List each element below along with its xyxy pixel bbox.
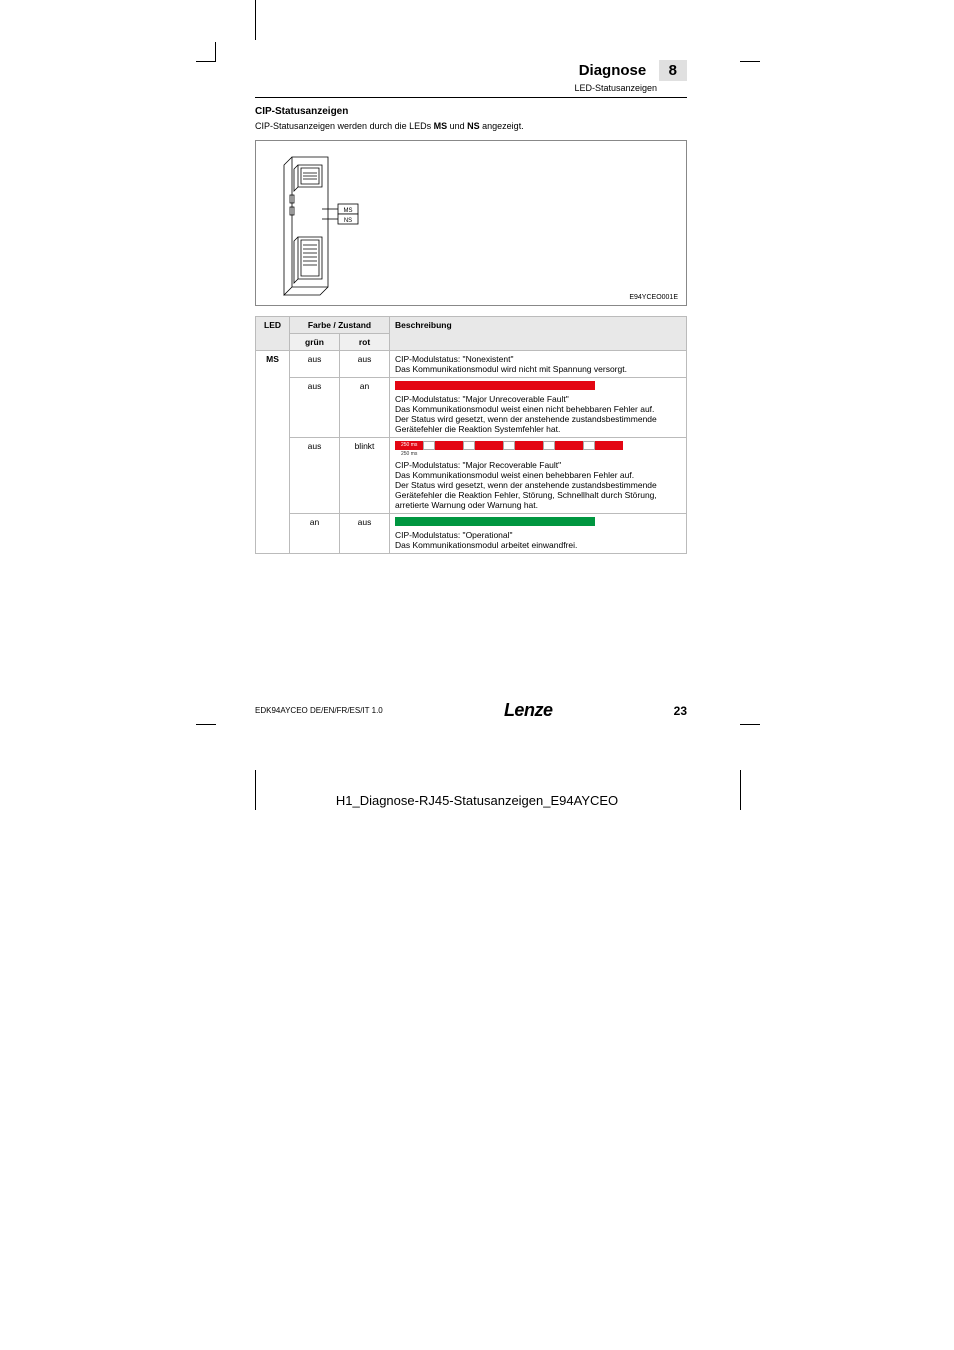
td-rot: aus xyxy=(340,351,390,378)
section-body-pre: CIP-Statusanzeigen werden durch die LEDs xyxy=(255,121,434,131)
th-beschreibung: Beschreibung xyxy=(390,317,687,351)
section-title: CIP-Statusanzeigen xyxy=(255,106,687,117)
td-rot: aus xyxy=(340,514,390,554)
header-subtitle: LED-Statusanzeigen xyxy=(255,83,657,93)
page-header: Diagnose 8 LED-Statusanzeigen xyxy=(255,60,687,98)
section-body-b1: MS xyxy=(434,121,448,131)
header-chapter-number: 8 xyxy=(659,60,687,81)
led-bar-solid xyxy=(395,517,595,526)
th-farbe: Farbe / Zustand xyxy=(290,317,390,334)
page-content: Diagnose 8 LED-Statusanzeigen CIP-Status… xyxy=(255,60,687,554)
header-rule xyxy=(255,97,687,98)
module-diagram: MS NS E94YCEO001E xyxy=(255,140,687,306)
diagram-label-ms: MS xyxy=(344,208,353,214)
footer-brand: Lenze xyxy=(504,700,553,721)
crop-mark-tl xyxy=(196,42,216,62)
footer-page-number: 23 xyxy=(674,704,687,718)
td-description: CIP-Modulstatus: "Major Unrecoverable Fa… xyxy=(390,378,687,438)
td-description: 250 ms250 msCIP-Modulstatus: "Major Reco… xyxy=(390,438,687,514)
table-row: MSausausCIP-Modulstatus: "Nonexistent" D… xyxy=(256,351,687,378)
table-row: anausCIP-Modulstatus: "Operational" Das … xyxy=(256,514,687,554)
image-caption: H1_Diagnose-RJ45-Statusanzeigen_E94AYCEO xyxy=(0,793,954,808)
td-gruen: aus xyxy=(290,378,340,438)
th-gruen: grün xyxy=(290,334,340,351)
page-footer: EDK94AYCEO DE/EN/FR/ES/IT 1.0 Lenze 23 xyxy=(255,700,687,721)
td-description-text: CIP-Modulstatus: "Operational" Das Kommu… xyxy=(395,530,681,550)
td-rot: blinkt xyxy=(340,438,390,514)
crop-mark-tr xyxy=(740,42,760,62)
td-gruen: an xyxy=(290,514,340,554)
th-rot: rot xyxy=(340,334,390,351)
header-title: Diagnose xyxy=(579,62,647,79)
table-row: ausanCIP-Modulstatus: "Major Unrecoverab… xyxy=(256,378,687,438)
td-description-text: CIP-Modulstatus: "Nonexistent" Das Kommu… xyxy=(395,354,681,374)
section-body-b2: NS xyxy=(467,121,480,131)
section-body-mid: und xyxy=(447,121,467,131)
td-gruen: aus xyxy=(290,351,340,378)
blink-label-on: 250 ms xyxy=(401,442,417,448)
td-description: CIP-Modulstatus: "Nonexistent" Das Kommu… xyxy=(390,351,687,378)
td-description: CIP-Modulstatus: "Operational" Das Kommu… xyxy=(390,514,687,554)
footer-doc-id: EDK94AYCEO DE/EN/FR/ES/IT 1.0 xyxy=(255,706,383,715)
crop-mark-br xyxy=(740,724,760,744)
blink-label-off: 250 ms xyxy=(401,451,417,457)
td-led-name: MS xyxy=(256,351,290,554)
section-body-post: angezeigt. xyxy=(480,121,524,131)
led-bar-blink: 250 ms250 ms xyxy=(395,441,681,450)
td-description-text: CIP-Modulstatus: "Major Recoverable Faul… xyxy=(395,460,681,510)
crop-mark-top xyxy=(255,0,256,40)
th-led: LED xyxy=(256,317,290,351)
diagram-id: E94YCEO001E xyxy=(629,294,678,301)
td-description-text: CIP-Modulstatus: "Major Unrecoverable Fa… xyxy=(395,394,681,434)
table-row: ausblinkt250 ms250 msCIP-Modulstatus: "M… xyxy=(256,438,687,514)
crop-mark-bl xyxy=(196,724,216,744)
led-bar-solid xyxy=(395,381,595,390)
led-status-table: LED Farbe / Zustand Beschreibung grün ro… xyxy=(255,316,687,554)
diagram-label-ns: NS xyxy=(344,218,352,224)
td-rot: an xyxy=(340,378,390,438)
module-svg: MS NS xyxy=(270,151,380,297)
section-body: CIP-Statusanzeigen werden durch die LEDs… xyxy=(255,120,687,132)
td-gruen: aus xyxy=(290,438,340,514)
